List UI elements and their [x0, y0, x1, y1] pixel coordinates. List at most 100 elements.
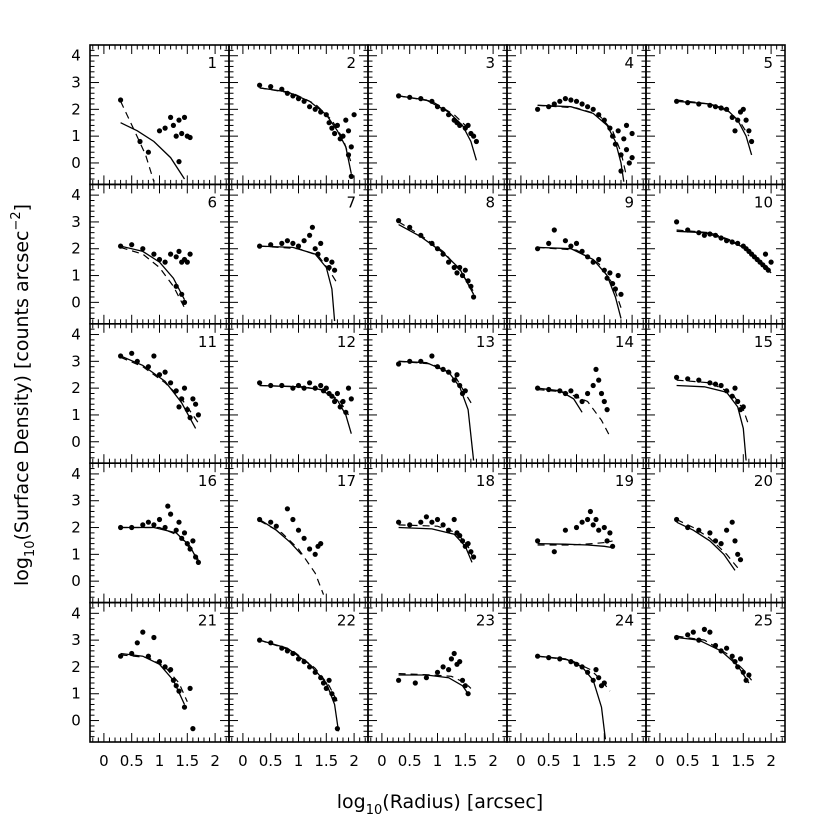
data-point	[312, 385, 318, 391]
data-point	[471, 554, 477, 560]
data-point	[690, 629, 696, 635]
data-point	[749, 138, 755, 145]
data-point	[340, 398, 346, 405]
solid-fit-line	[120, 122, 186, 180]
data-point	[712, 381, 719, 387]
data-point	[320, 680, 327, 686]
x-tick-label: 2	[349, 752, 359, 770]
data-point	[181, 530, 188, 536]
data-point	[535, 106, 541, 112]
data-point	[162, 369, 168, 375]
data-point	[176, 159, 182, 165]
data-point	[604, 275, 610, 281]
y-tick-label: 3	[71, 352, 81, 370]
data-point	[707, 102, 713, 108]
panel-frame	[645, 601, 786, 743]
solid-fit-line	[676, 100, 753, 156]
y-tick-label: 3	[71, 631, 81, 649]
x-tick-label: 1	[572, 752, 582, 770]
data-point	[334, 122, 340, 128]
data-point	[170, 122, 176, 128]
data-point	[457, 382, 463, 389]
data-point	[685, 227, 691, 233]
data-point	[724, 106, 730, 112]
data-point	[168, 251, 174, 257]
data-point	[423, 675, 429, 681]
dashed-fit-line	[120, 101, 155, 182]
data-point	[273, 523, 279, 529]
data-point	[765, 267, 771, 273]
data-point	[268, 519, 274, 525]
x-tick-label: 1	[294, 752, 304, 770]
data-point	[329, 125, 335, 131]
panel-12: 12	[228, 322, 369, 464]
data-point	[735, 551, 741, 557]
data-point	[323, 385, 329, 391]
data-point	[712, 104, 719, 110]
y-tick-label: 1	[71, 127, 81, 145]
data-point	[610, 543, 616, 549]
y-tick-label: 2	[71, 100, 81, 118]
data-point	[345, 385, 352, 391]
solid-fit-line	[259, 518, 302, 555]
data-point	[343, 117, 349, 123]
data-point	[162, 259, 168, 265]
data-point	[457, 122, 463, 128]
x-tick-label: 1.5	[453, 752, 477, 770]
data-point	[418, 358, 424, 364]
data-point	[295, 96, 302, 102]
data-point	[685, 100, 691, 106]
dashed-fit-line	[398, 673, 472, 689]
data-point	[118, 524, 124, 531]
data-point	[307, 232, 313, 238]
data-point	[568, 243, 574, 249]
data-point	[457, 533, 463, 539]
data-point	[181, 114, 188, 120]
data-point	[601, 267, 607, 273]
dashed-fit-line	[398, 360, 475, 408]
data-point	[473, 138, 479, 145]
data-point	[290, 650, 296, 657]
x-tick-label: 0.5	[398, 752, 422, 770]
data-point	[307, 104, 313, 110]
data-point	[318, 675, 324, 681]
panel-number: 5	[763, 54, 773, 72]
data-point	[562, 96, 569, 102]
panel-8: 8	[367, 183, 508, 325]
data-point	[268, 84, 274, 90]
data-point	[129, 524, 135, 531]
data-point	[712, 232, 719, 238]
data-point	[179, 291, 185, 297]
data-point	[173, 254, 179, 260]
data-point	[290, 240, 296, 246]
data-point	[568, 97, 574, 103]
data-point	[162, 524, 168, 531]
data-point	[176, 519, 182, 525]
data-point	[590, 106, 596, 112]
x-tick-label: 2	[627, 752, 637, 770]
data-point	[140, 522, 146, 528]
data-point	[184, 259, 190, 265]
y-tick-label: 4	[71, 47, 81, 65]
y-tick-label: 3	[71, 492, 81, 510]
data-point	[187, 546, 193, 552]
data-point	[345, 128, 352, 134]
data-point	[165, 503, 171, 509]
data-point	[176, 404, 182, 410]
solid-fit-line	[259, 639, 340, 732]
data-point	[724, 645, 730, 651]
x-tick-label: 1	[433, 752, 443, 770]
x-tick-label: 0.5	[676, 752, 700, 770]
data-point	[318, 382, 324, 389]
data-point	[284, 506, 290, 512]
panel-number: 11	[198, 333, 217, 351]
data-point	[184, 407, 190, 413]
data-point	[323, 256, 329, 263]
data-point	[724, 388, 730, 394]
data-point	[307, 546, 313, 552]
y-tick-label: 2	[71, 519, 81, 537]
y-tick-label: 1	[71, 685, 81, 703]
data-point	[434, 246, 441, 252]
data-point	[585, 254, 591, 260]
data-point	[176, 248, 182, 254]
